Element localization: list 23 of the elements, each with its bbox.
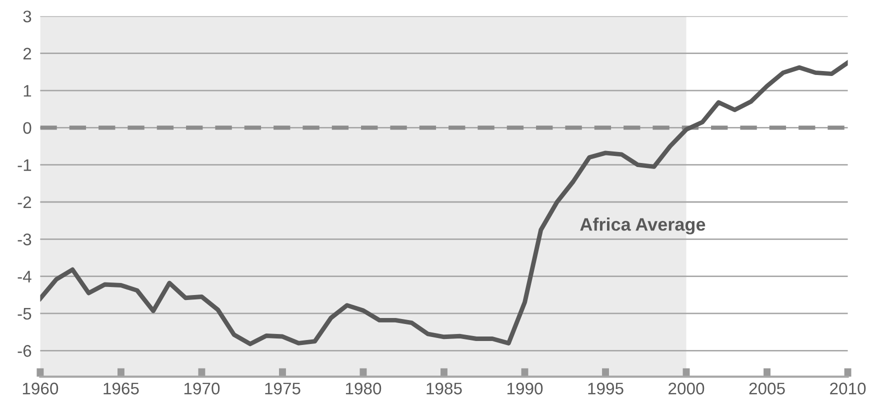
y-tick-label: 2 [23,48,32,60]
y-tick-label: -2 [18,196,32,208]
x-tick-label: 1970 [184,382,220,394]
annotation: Africa Average [580,218,706,234]
y-tick-label: 1 [24,85,32,97]
y-tick-label: 3 [23,10,32,22]
y-tick-label: -4 [18,270,32,282]
y-tick-label: -6 [18,345,32,357]
x-tick-label: 1960 [22,382,58,394]
y-tick-label: -1 [18,159,32,171]
y-tick-label: -3 [18,234,32,246]
x-tick-label: 1980 [346,382,382,394]
y-tick-label: 0 [23,122,32,134]
x-tick-label: 1965 [104,382,139,394]
x-tick-label: 1975 [265,382,300,394]
x-tick-label: 2005 [749,382,785,394]
y-tick-label: -5 [18,308,32,320]
x-tick-label: 1995 [588,382,624,394]
x-tick-label: 2010 [830,382,866,394]
x-tick-label: 1985 [426,382,462,394]
line-series [40,60,848,346]
x-tick-label: 1990 [507,382,543,394]
x-tick-label: 2000 [668,382,704,394]
